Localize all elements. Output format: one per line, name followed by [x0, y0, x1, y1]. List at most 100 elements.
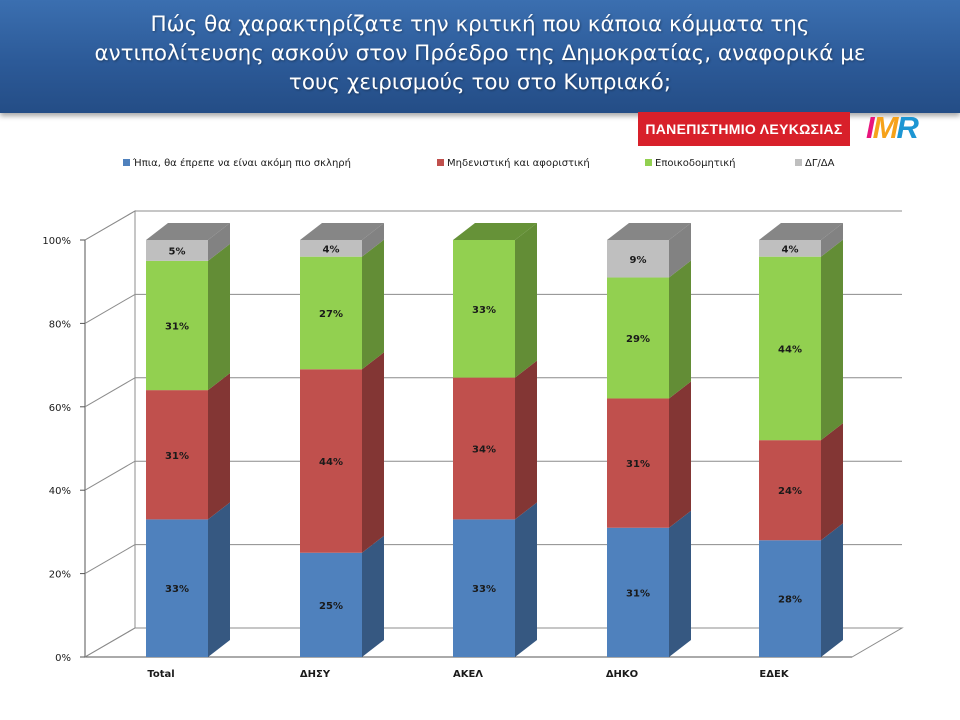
grid-diag-2 — [84, 460, 136, 491]
data-label-2-2: 33% — [472, 305, 496, 316]
data-label-3-0: 31% — [626, 588, 650, 599]
data-label-0-1: 31% — [165, 451, 189, 462]
legend-label-1: Μηδενιστική και αφοριστική — [447, 157, 590, 169]
grid-diag-4 — [84, 293, 136, 324]
y-tick-label-5: 100% — [42, 236, 71, 247]
bar-side-3-0 — [669, 510, 691, 657]
data-label-0-0: 33% — [165, 584, 189, 595]
bar-group-1: 25% 44% 27% 4% — [300, 223, 384, 657]
bar-1-3 — [300, 240, 362, 257]
bar-side-2-2 — [515, 223, 537, 378]
x-category-4: ΕΔΕΚ — [759, 669, 789, 680]
bar-3-0 — [607, 527, 669, 657]
bar-side-3-1 — [669, 381, 691, 528]
data-label-1-3: 4% — [323, 244, 340, 255]
x-category-0: Total — [147, 669, 174, 680]
data-label-1-2: 27% — [319, 309, 343, 320]
bar-top-2 — [453, 223, 537, 240]
bar-group-3: 31% 31% 29% 9% — [607, 223, 691, 657]
bar-side-0-3 — [208, 223, 230, 261]
x-category-2: ΑΚΕΛ — [453, 669, 483, 680]
x-axis-categories: Total ΔΗΣΥ ΑΚΕΛ ΔΗΚΟ ΕΔΕΚ — [147, 669, 789, 680]
bar-top-4 — [759, 223, 843, 240]
y-tick-label-1: 20% — [49, 570, 71, 581]
bar-2-1 — [453, 377, 515, 520]
legend-label-2: Εποικοδομητική — [655, 157, 735, 169]
bar-side-4-3 — [821, 223, 843, 257]
data-label-0-3: 5% — [169, 246, 186, 257]
bar-4-0 — [759, 540, 821, 657]
bar-side-0-0 — [208, 502, 230, 657]
bar-1-1 — [300, 369, 362, 553]
imr-logo: IMR — [866, 110, 919, 145]
legend-label-3: ΔΓ/ΔΑ — [805, 158, 835, 169]
bar-3-1 — [607, 398, 669, 528]
title-line-2: αντιπολίτευσης ασκούν στον Πρόεδρο της Δ… — [94, 41, 866, 66]
grid-diag-5 — [84, 210, 136, 241]
bar-0-2 — [146, 260, 208, 391]
chart-legend: Ήπια, θα έπρεπε να είναι ακόμη πιο σκληρ… — [123, 157, 835, 169]
bar-0-0 — [146, 519, 208, 657]
chart-title: Πώς θα χαρακτηρίζατε την κριτική που κάπ… — [40, 10, 920, 97]
grid-diag-3 — [84, 377, 136, 408]
bar-top-3 — [607, 223, 691, 240]
bar-4-1 — [759, 440, 821, 541]
legend-label-0: Ήπια, θα έπρεπε να είναι ακόμη πιο σκληρ… — [132, 157, 351, 169]
bar-side-3-3 — [669, 223, 691, 278]
bar-side-0-2 — [208, 243, 230, 391]
data-label-4-2: 44% — [778, 344, 802, 355]
legend-swatch-2 — [645, 159, 652, 166]
data-label-4-3: 4% — [782, 244, 799, 255]
y-tick-label-4: 80% — [49, 319, 71, 330]
data-label-4-1: 24% — [778, 486, 802, 497]
bar-side-1-1 — [362, 352, 384, 553]
bar-group-4: 28% 24% 44% 4% — [759, 223, 843, 657]
bar-side-4-0 — [821, 523, 843, 657]
bar-2-2 — [453, 240, 515, 378]
data-label-1-1: 44% — [319, 457, 343, 468]
bar-side-3-2 — [669, 260, 691, 399]
bar-top-1 — [300, 223, 384, 240]
data-label-3-2: 29% — [626, 334, 650, 345]
title-line-3: τους χειρισμούς του στο Κυπριακό; — [288, 70, 672, 95]
y-tick-label-0: 0% — [55, 653, 71, 664]
bar-3-3 — [607, 240, 669, 278]
data-label-2-1: 34% — [472, 445, 496, 456]
left-wall — [84, 210, 136, 658]
bar-0-3 — [146, 240, 208, 261]
bar-side-1-0 — [362, 535, 384, 657]
bar-2-0 — [453, 519, 515, 657]
bar-group-2: 33% 34% 33% — [453, 223, 537, 657]
legend-swatch-3 — [795, 159, 802, 166]
bar-0-1 — [146, 390, 208, 520]
title-banner — [0, 0, 960, 113]
bar-side-1-2 — [362, 239, 384, 370]
bar-side-1-3 — [362, 223, 384, 257]
bar-3-2 — [607, 277, 669, 399]
x-category-3: ΔΗΚΟ — [606, 669, 638, 680]
bar-side-4-1 — [821, 423, 843, 541]
y-tick-label-2: 40% — [49, 486, 71, 497]
stacked-bar-chart: Ήπια, θα έπρεπε να είναι ακόμη πιο σκληρ… — [42, 157, 904, 680]
bar-4-3 — [759, 240, 821, 257]
bar-side-0-1 — [208, 373, 230, 520]
bar-1-2 — [300, 256, 362, 370]
bar-side-4-2 — [821, 239, 843, 441]
data-label-1-0: 25% — [319, 601, 343, 612]
title-line-1: Πώς θα χαρακτηρίζατε την κριτική που κάπ… — [150, 12, 810, 37]
data-label-3-3: 9% — [630, 255, 647, 266]
bars: 33% 31% 31% 5% 25% 44% 27% 4% 33% 34% 33% 31% 31% 29%… — [146, 223, 843, 657]
bar-top-0 — [146, 223, 230, 240]
bar-side-2-0 — [515, 502, 537, 657]
bar-side-2-1 — [515, 360, 537, 520]
data-label-4-0: 28% — [778, 595, 802, 606]
data-label-0-2: 31% — [165, 321, 189, 332]
grid-diag-1 — [84, 544, 136, 575]
legend-swatch-1 — [437, 159, 444, 166]
data-label-3-1: 31% — [626, 459, 650, 470]
x-category-1: ΔΗΣΥ — [300, 669, 331, 680]
bar-1-0 — [300, 552, 362, 657]
bar-group-0: 33% 31% 31% 5% — [146, 223, 230, 657]
y-axis-ticks: 0% 20% 40% 60% 80% 100% — [42, 236, 85, 664]
legend-swatch-0 — [123, 159, 130, 166]
